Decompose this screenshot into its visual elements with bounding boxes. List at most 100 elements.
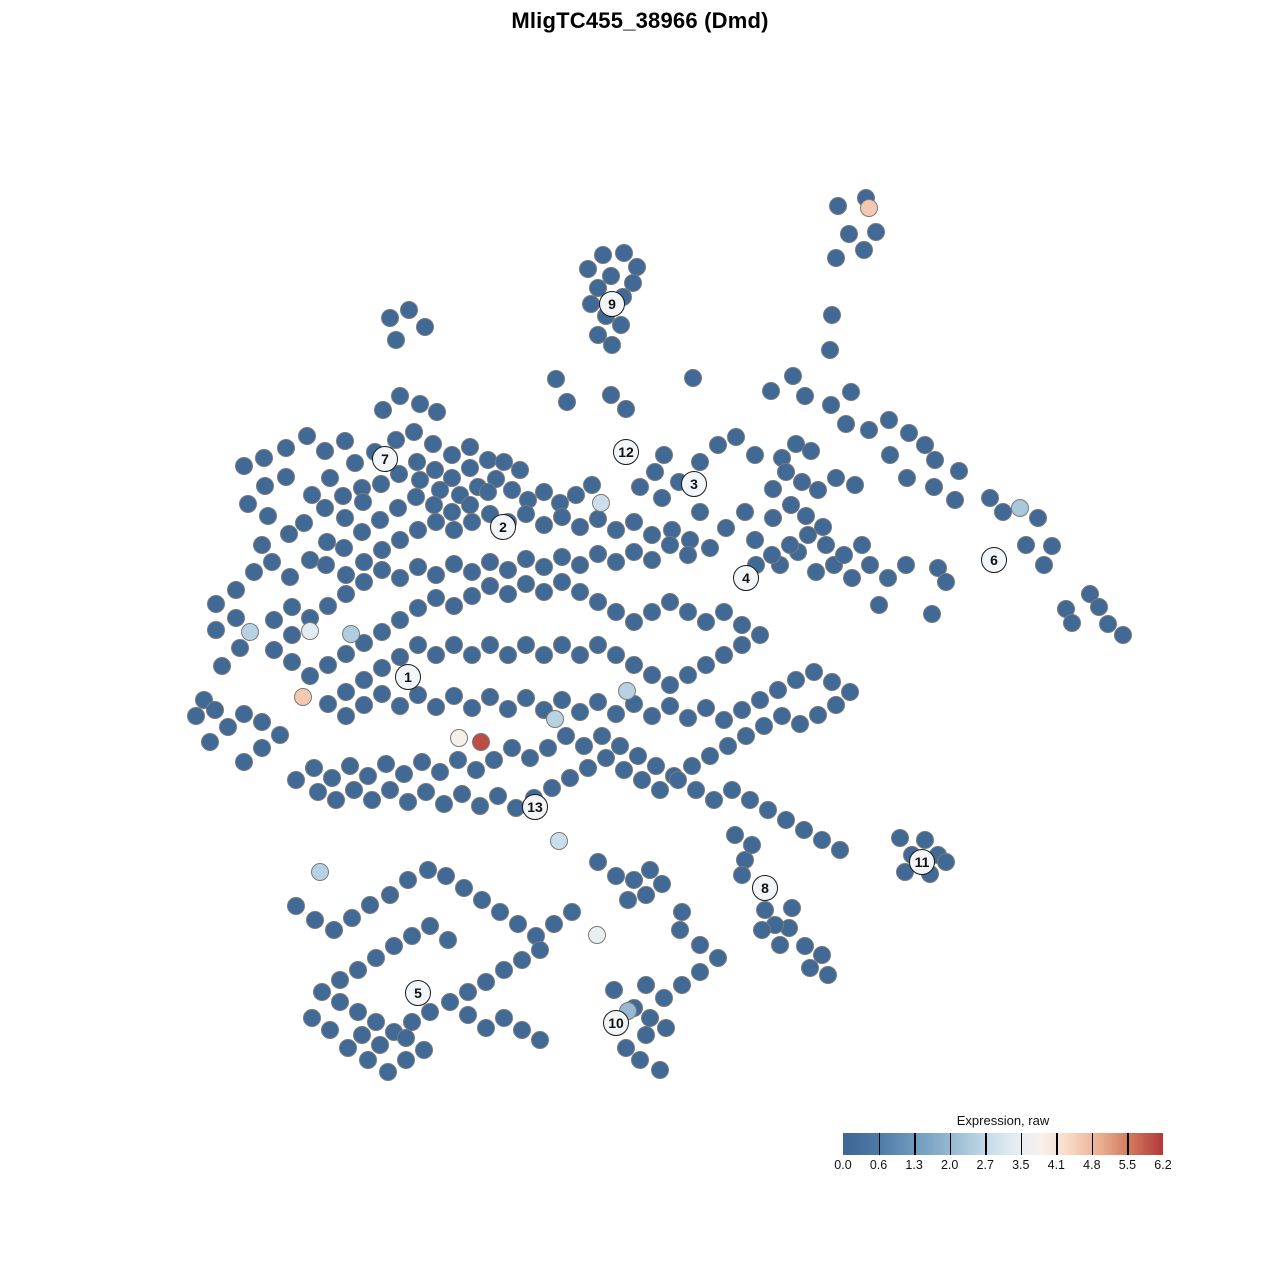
data-point [625,513,643,531]
data-point [646,463,664,481]
data-point [283,653,301,671]
data-point [481,636,499,654]
data-point [424,435,442,453]
data-point [709,949,727,967]
data-point [589,693,607,711]
data-point [813,831,831,849]
data-point [571,556,589,574]
legend-bar-wrap [843,1133,1163,1155]
data-point [426,461,444,479]
data-point [325,921,343,939]
data-point [827,249,845,267]
data-point [637,1026,655,1044]
data-point [697,699,715,717]
data-point [303,486,321,504]
data-point [495,453,513,471]
data-point [897,556,915,574]
data-point [372,475,390,493]
cluster-label-4[interactable]: 4 [733,565,759,591]
data-point [443,469,461,487]
data-point [795,821,813,839]
cluster-label-10[interactable]: 10 [603,1010,629,1036]
data-point [629,747,647,765]
data-point [355,671,373,689]
data-point [691,453,709,471]
cluster-label-11[interactable]: 11 [909,849,935,875]
data-point [673,903,691,921]
data-point [553,548,571,566]
legend-tick-labels: 0.0 0.6 1.3 2.0 2.7 3.5 4.1 4.8 5.5 6.2 [834,1158,1171,1176]
data-point [443,503,461,521]
data-point [823,306,841,324]
data-point [563,903,581,921]
data-point [349,961,367,979]
data-point [571,583,589,601]
data-point [607,521,625,539]
cluster-label-9[interactable]: 9 [599,291,625,317]
data-point [733,616,751,634]
legend-gradient-bar [843,1133,1163,1155]
data-point [625,613,643,631]
data-point [661,536,679,554]
data-point [481,577,499,595]
cluster-label-5[interactable]: 5 [405,980,431,1006]
data-point [796,937,814,955]
data-point [653,875,671,893]
data-point [643,551,661,569]
data-point [643,526,661,544]
data-point [355,696,373,714]
data-point [503,739,521,757]
data-point [355,573,373,591]
data-point [305,759,323,777]
data-point [881,446,899,464]
data-point [719,737,737,755]
data-point [879,569,897,587]
data-point-highlighted [450,729,468,747]
data-point [796,387,814,405]
data-point [607,705,625,723]
legend-tick-8: 5.5 [1118,1158,1137,1172]
data-point [557,727,575,745]
data-point [417,783,435,801]
data-point [287,771,305,789]
cluster-label-12[interactable]: 12 [613,439,639,465]
cluster-label-8[interactable]: 8 [752,875,778,901]
legend-separator [1091,1133,1094,1155]
cluster-label-6[interactable]: 6 [981,547,1007,573]
cluster-label-3[interactable]: 3 [681,471,707,497]
data-point [545,915,563,933]
data-point [840,225,858,243]
data-point [265,611,283,629]
data-point [1063,614,1081,632]
data-point [389,499,407,517]
data-point [821,341,839,359]
data-point [431,763,449,781]
data-point [817,536,835,554]
cluster-label-7[interactable]: 7 [372,446,398,472]
data-point [427,513,445,531]
data-point [643,707,661,725]
data-point [445,597,463,615]
data-point [615,761,633,779]
data-point [381,886,399,904]
data-point [336,509,354,527]
cluster-label-2[interactable]: 2 [490,514,516,540]
data-point [946,491,964,509]
cluster-label-13[interactable]: 13 [522,794,548,820]
data-point [367,1013,385,1031]
data-point [441,993,459,1011]
data-point [427,698,445,716]
data-point [783,899,801,917]
cluster-label-1[interactable]: 1 [395,664,421,690]
data-point [367,949,385,967]
data-point [655,446,673,464]
data-point [755,717,773,735]
data-point [841,683,859,701]
data-point [607,603,625,621]
data-point [763,546,781,564]
data-point [353,1026,371,1044]
data-point [327,791,345,809]
data-point [535,583,553,601]
data-point [235,753,253,771]
data-point [283,626,301,644]
